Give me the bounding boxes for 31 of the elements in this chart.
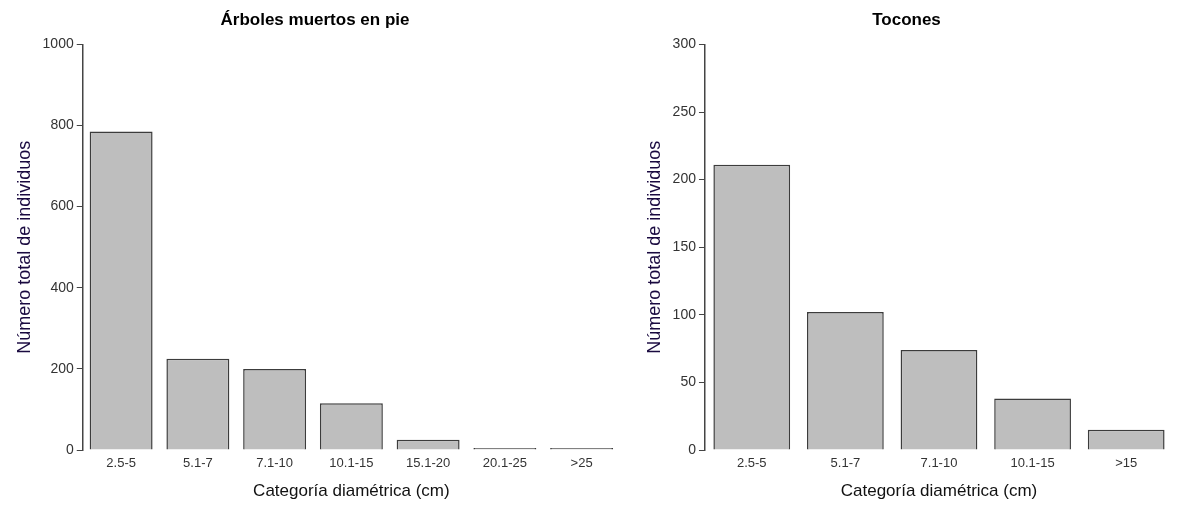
- x-tick-label: 5.1-7: [830, 455, 861, 471]
- y-tick-label: 0: [688, 440, 697, 457]
- y-axis-title: Número total de individuos: [643, 140, 664, 354]
- y-tick-label: 300: [672, 35, 697, 52]
- x-tick-label: 2.5-5: [736, 455, 767, 471]
- x-tick-label: 7.1-10: [920, 455, 958, 471]
- y-tick-label: 600: [50, 197, 74, 214]
- y-tick-label: 400: [50, 278, 74, 295]
- x-axis-title: Categoría diamétrica (cm): [253, 481, 450, 501]
- x-tick-label: 20.1-25: [482, 455, 527, 471]
- y-tick-label: 200: [50, 359, 74, 376]
- x-tick-label: 7.1-10: [256, 455, 294, 471]
- x-tick-label: >25: [570, 455, 593, 471]
- y-tick-label: 50: [680, 373, 697, 390]
- y-tick-label: 250: [672, 102, 697, 119]
- x-tick-label: 10.1-15: [1010, 455, 1055, 471]
- x-tick-label: >15: [1115, 455, 1138, 471]
- y-tick-label: 0: [65, 440, 74, 457]
- y-tick-label: 200: [672, 170, 697, 187]
- y-tick-label: 1000: [42, 35, 74, 52]
- chart-title: Árboles muertos en pie: [220, 9, 410, 29]
- y-tick-label: 150: [672, 238, 697, 255]
- x-tick-label: 5.1-7: [183, 455, 213, 471]
- y-tick-label: 100: [672, 305, 697, 322]
- x-tick-label: 2.5-5: [106, 455, 136, 471]
- x-tick-label: 10.1-15: [329, 455, 374, 471]
- y-axis-title: Número total de individuos: [13, 140, 34, 354]
- y-tick-label: 800: [50, 116, 74, 133]
- x-axis-title: Categoría diamétrica (cm): [840, 481, 1038, 501]
- chart-title: Tocones: [872, 9, 941, 29]
- x-tick-label: 15.1-20: [406, 455, 451, 471]
